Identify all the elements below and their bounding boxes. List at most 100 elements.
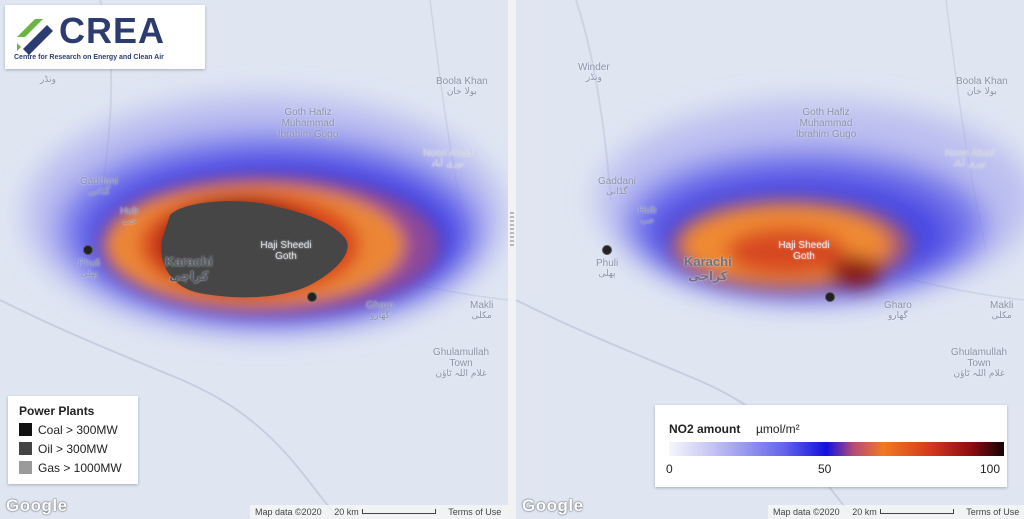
scale-tick-mid: 50 [818, 462, 832, 476]
place-label: Phuli پھلی [78, 258, 100, 280]
place-label: Boola Khan بولا خان [436, 76, 488, 98]
place-name: Karachi [684, 254, 732, 269]
place-urdu: کراچی [169, 269, 209, 283]
place-name: Noori Abad [945, 148, 995, 159]
map-data-attribution[interactable]: Map data ©2020 [255, 507, 322, 517]
place-label: Ghulamullah Town غلام اللہ ٹاؤن [428, 347, 494, 380]
scale-bar-icon [879, 509, 954, 514]
place-name: Noori Abad [423, 148, 473, 159]
place-label: Hub حب [120, 206, 138, 228]
place-name: Boola Khan [956, 76, 1008, 87]
legend-swatch [19, 442, 32, 455]
place-name: Goth Hafiz Muhammad Ibrahim Gugo [795, 107, 857, 140]
scale-tick-max: 100 [980, 462, 1001, 476]
divider-grip-icon[interactable] [510, 212, 514, 246]
power-plants-legend: Power Plants Coal > 300MW Oil > 300MW Ga… [8, 396, 138, 484]
place-label-city: Karachi کراچی [684, 254, 732, 284]
place-label: Goth Hafiz Muhammad Ibrahim Gugo [268, 107, 348, 140]
place-urdu: گھارو [369, 311, 390, 321]
legend-item-gas: Gas > 1000MW [19, 461, 122, 475]
legend-label: Gas > 1000MW [38, 461, 122, 475]
place-label: Boola Khan بولا خان [956, 76, 1008, 98]
place-label: Noori Abad نوری آباد [423, 148, 472, 170]
place-label: Haji Sheedi Goth [776, 240, 832, 262]
place-label: Haji Sheedi Goth [258, 240, 314, 262]
map-right[interactable]: Winder ونڈر Gaddani گڈانی Hub حب Phuli پ… [516, 0, 1024, 519]
place-name: Hub [638, 205, 657, 216]
place-name: Ghulamullah Town [432, 347, 490, 369]
map-scale-label: 20 km [334, 507, 359, 517]
place-urdu: گھارو [887, 311, 908, 321]
scale-bar-icon [361, 509, 436, 514]
place-name: Makli [470, 300, 494, 311]
legend-title: Power Plants [19, 404, 95, 418]
place-name: Phuli [78, 258, 101, 269]
power-plant-marker[interactable] [307, 292, 317, 302]
place-name: Gharo [366, 300, 394, 311]
crea-logo-icon [17, 19, 53, 55]
terms-of-use-link[interactable]: Terms of Use [448, 507, 502, 517]
place-urdu: حب [121, 217, 137, 227]
place-urdu: گڈانی [606, 187, 628, 197]
place-label: Goth Hafiz Muhammad Ibrahim Gugo [786, 107, 866, 140]
legend-swatch [19, 461, 32, 474]
place-label: Gaddani گڈانی [598, 176, 636, 198]
legend-item-coal: Coal > 300MW [19, 423, 118, 437]
legend-item-oil: Oil > 300MW [19, 442, 108, 456]
no2-color-scale-legend: NO2 amount µmol/m² 0 50 100 [655, 405, 1007, 487]
terms-of-use-link[interactable]: Terms of Use [966, 507, 1020, 517]
place-name: Boola Khan [436, 76, 488, 87]
place-urdu: نوری آباد [431, 159, 465, 169]
place-urdu: مکلی [991, 311, 1012, 321]
scale-title: NO2 amount [669, 422, 741, 436]
place-name: Ghulamullah Town [950, 347, 1008, 369]
place-name: Karachi [165, 254, 213, 269]
place-label: ونڈر [40, 75, 56, 86]
place-urdu: ونڈر [585, 73, 602, 83]
map-scale-label: 20 km [852, 507, 877, 517]
place-label: Hub حب [638, 205, 656, 227]
place-urdu: بولا خان [446, 87, 477, 97]
place-name: Phuli [596, 258, 619, 269]
place-urdu: ونڈر [40, 75, 56, 85]
map-divider[interactable] [508, 0, 516, 519]
place-urdu: غلام اللہ ٹاؤن [435, 369, 487, 379]
place-name: Winder [578, 62, 610, 73]
scale-tick-min: 0 [666, 462, 673, 476]
map-scale: 20 km [847, 507, 959, 517]
place-label: Winder ونڈر [578, 62, 610, 84]
power-plant-marker[interactable] [602, 245, 612, 255]
place-name: Gharo [884, 300, 912, 311]
map-scale: 20 km [329, 507, 441, 517]
place-label: Noori Abad نوری آباد [945, 148, 994, 170]
no2-heatmap-right [516, 0, 1024, 519]
place-name: Gaddani [80, 176, 118, 187]
map-left[interactable]: ونڈر Gaddani گڈانی Hub حب Phuli پھلی Kar… [0, 0, 508, 519]
power-plant-marker[interactable] [83, 245, 93, 255]
power-plant-marker[interactable] [825, 292, 835, 302]
place-urdu: مکلی [471, 311, 492, 321]
scale-unit: µmol/m² [756, 422, 800, 436]
place-name: Gaddani [598, 176, 636, 187]
place-urdu: بولا خان [966, 87, 997, 97]
place-label: Gharo گھارو [366, 300, 394, 322]
place-urdu: پھلی [80, 269, 98, 279]
place-label: Gharo گھارو [884, 300, 912, 322]
no2-heatmap-left [0, 0, 508, 519]
map-data-attribution[interactable]: Map data ©2020 [773, 507, 840, 517]
map-footer: Map data ©2020 20 km Terms of Use [768, 505, 1024, 519]
place-urdu: کراچی [688, 269, 728, 283]
place-label-city: Karachi کراچی [165, 254, 213, 284]
place-urdu: پھلی [598, 269, 616, 279]
place-name: Haji Sheedi Goth [260, 240, 312, 262]
place-label: Makli مکلی [470, 300, 493, 322]
place-urdu: حب [639, 216, 655, 226]
google-logo[interactable]: Google [6, 496, 68, 515]
place-urdu: نوری آباد [953, 159, 987, 169]
place-name: Haji Sheedi Goth [778, 240, 830, 262]
google-logo[interactable]: Google [522, 496, 584, 515]
place-urdu: گڈانی [88, 187, 110, 197]
place-label: Makli مکلی [990, 300, 1013, 322]
place-name: Goth Hafiz Muhammad Ibrahim Gugo [277, 107, 339, 140]
place-label: Gaddani گڈانی [80, 176, 118, 198]
